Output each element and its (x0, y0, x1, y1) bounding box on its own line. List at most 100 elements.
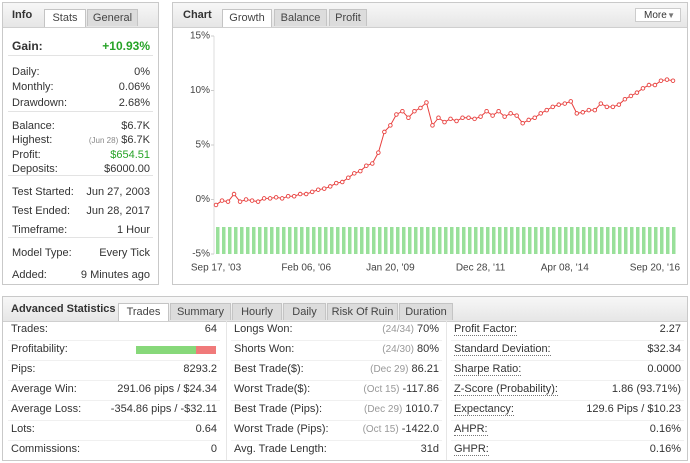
tab[interactable]: Profit (329, 9, 367, 26)
stat-label-text: Z-Score (Probability): (454, 383, 558, 396)
info-value: Jun 28, 2017 (86, 205, 150, 217)
point (610, 104, 616, 110)
y-tick-label: 5% (196, 140, 211, 151)
stat-note: (Oct 15) (363, 384, 400, 395)
point (388, 123, 393, 128)
info-header: Info Stats General (3, 3, 158, 28)
chart-title: Chart (183, 9, 212, 21)
tab[interactable]: Risk Of Ruin (327, 303, 398, 320)
stat-label: AHPR: (454, 423, 488, 436)
point (309, 189, 315, 195)
row-separator (8, 420, 220, 421)
info-label: Highest: (12, 134, 53, 146)
tab[interactable]: Duration (399, 303, 453, 320)
point (652, 82, 658, 88)
tab[interactable]: Summary (170, 303, 231, 320)
point (261, 196, 267, 201)
stat-value-text: 70% (416, 323, 439, 335)
stat-label-text: Sharpe Ratio: (454, 363, 522, 376)
point (592, 107, 598, 113)
volume-bar (588, 227, 592, 254)
separator (8, 175, 153, 176)
volume-bar (672, 227, 676, 254)
info-value: 2.68% (119, 97, 150, 109)
info-label: Daily: (12, 66, 40, 78)
point (472, 116, 477, 122)
point (237, 199, 243, 204)
info-value: +10.93% (102, 39, 150, 53)
point (436, 115, 441, 120)
volume-bar (396, 227, 400, 254)
tab[interactable]: Growth (222, 9, 272, 27)
stat-label: Trades: (11, 323, 48, 335)
point (514, 113, 519, 118)
tab[interactable]: Trades (118, 303, 169, 321)
point (394, 112, 399, 117)
tab[interactable]: General (87, 9, 138, 26)
point (598, 101, 604, 106)
row-separator (451, 420, 684, 421)
stat-note: (Dec 29) (363, 404, 403, 415)
volume-bar (474, 227, 478, 254)
stat-label: Expectancy: (454, 403, 514, 416)
stat-value: 129.6 Pips / $10.23 (586, 403, 681, 415)
stat-value: 2.27 (660, 323, 681, 335)
stat-label-text: Average Win: (11, 383, 77, 395)
volume-bar (282, 227, 286, 254)
tab[interactable]: Daily (283, 303, 326, 320)
volume-bar (390, 227, 394, 254)
volume-bar (408, 227, 412, 254)
point (616, 102, 622, 107)
volume-bar (276, 227, 280, 254)
stat-value-text: 0 (210, 443, 217, 455)
point (406, 115, 411, 120)
info-value-text: 2.68% (118, 97, 150, 109)
volume-bar (636, 227, 640, 254)
point (544, 107, 549, 113)
tab[interactable]: Hourly (232, 303, 282, 320)
point (255, 199, 261, 204)
volume-bar (468, 227, 472, 254)
volume-bar (570, 227, 574, 254)
info-value-text: Jun 28, 2017 (86, 205, 150, 217)
volume-bar (354, 227, 358, 254)
point (430, 123, 435, 128)
stat-value-text: 31d (420, 443, 439, 455)
stat-label: Pips: (11, 363, 35, 375)
info-value-text: $654.51 (110, 149, 150, 161)
stat-label: Profit Factor: (454, 323, 517, 336)
stat-value: (Oct 15) -117.86 (363, 383, 439, 395)
stat-value: (Dec 29) 1010.7 (364, 403, 439, 415)
x-tick-label: Sep 17, '03 (191, 263, 242, 274)
info-value-text: +10.93% (102, 39, 150, 53)
stat-value-text: 1.86 (93.71%) (611, 383, 681, 395)
volume-bar (456, 227, 460, 254)
tab[interactable]: Balance (274, 9, 327, 26)
stat-label: Sharpe Ratio: (454, 363, 522, 376)
stat-label-text: Shorts Won: (234, 343, 295, 355)
point (466, 115, 471, 120)
more-button[interactable]: More ▼ (635, 8, 681, 22)
volume-bar (318, 227, 322, 254)
volume-bar (258, 227, 262, 254)
point (321, 186, 327, 191)
point (622, 96, 628, 102)
stat-value: 0.64 (196, 423, 217, 435)
point (478, 114, 483, 119)
stat-label: Z-Score (Probability): (454, 383, 558, 396)
stat-value: 0 (211, 443, 217, 455)
stat-value-text: 0.64 (195, 423, 217, 435)
volume-bar (348, 227, 352, 254)
stat-value-text: 2.27 (659, 323, 681, 335)
tab[interactable]: Stats (44, 9, 86, 27)
volume-bar (612, 227, 616, 254)
point (279, 196, 285, 201)
point (346, 175, 351, 180)
stats-header: Advanced Statistics Trades Summary Hourly D… (3, 297, 687, 322)
volume-bar (510, 227, 514, 254)
stat-value: 0.16% (650, 443, 681, 455)
point (382, 129, 387, 135)
stat-value-text: 86.21 (411, 363, 439, 375)
info-label: Profit: (12, 149, 41, 161)
point (634, 90, 640, 95)
